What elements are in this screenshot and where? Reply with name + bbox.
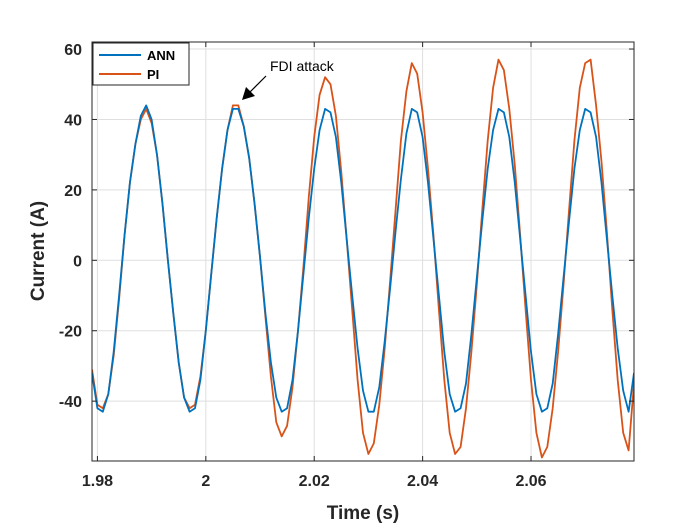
series-line-ann bbox=[92, 104, 634, 413]
legend: ANN PI bbox=[92, 42, 190, 86]
x-tick-label: 1.98 bbox=[82, 473, 113, 490]
legend-box bbox=[92, 42, 190, 86]
y-tick-label: 60 bbox=[64, 42, 82, 59]
annotation-arrow-shaft bbox=[247, 75, 267, 95]
y-tick-label: 0 bbox=[73, 253, 82, 270]
grid bbox=[92, 42, 634, 461]
x-tick-label: 2.04 bbox=[407, 473, 438, 490]
y-tick-label: -20 bbox=[59, 324, 82, 341]
plot-frame bbox=[91, 41, 635, 462]
tick-labels: 1.98 2 2.02 2.04 2.06 -40 -20 0 20 40 60 bbox=[59, 42, 547, 490]
y-tick-label: 40 bbox=[64, 112, 82, 129]
annotation-arrowhead bbox=[242, 87, 255, 100]
legend-label-ann: ANN bbox=[147, 48, 175, 63]
y-tick-label: 20 bbox=[64, 183, 82, 200]
legend-label-pi: PI bbox=[147, 67, 159, 82]
series-layer bbox=[92, 58, 634, 459]
annotation-label: FDI attack bbox=[270, 58, 335, 74]
x-tick-label: 2.02 bbox=[299, 473, 330, 490]
x-tick-label: 2.06 bbox=[515, 473, 546, 490]
y-axis-title: Current (A) bbox=[28, 201, 49, 301]
plot-area bbox=[92, 42, 634, 461]
y-tick-label: -40 bbox=[59, 394, 82, 411]
fdi-annotation: FDI attack bbox=[242, 58, 335, 100]
x-axis-title: Time (s) bbox=[327, 503, 400, 524]
x-tick-label: 2 bbox=[201, 473, 210, 490]
